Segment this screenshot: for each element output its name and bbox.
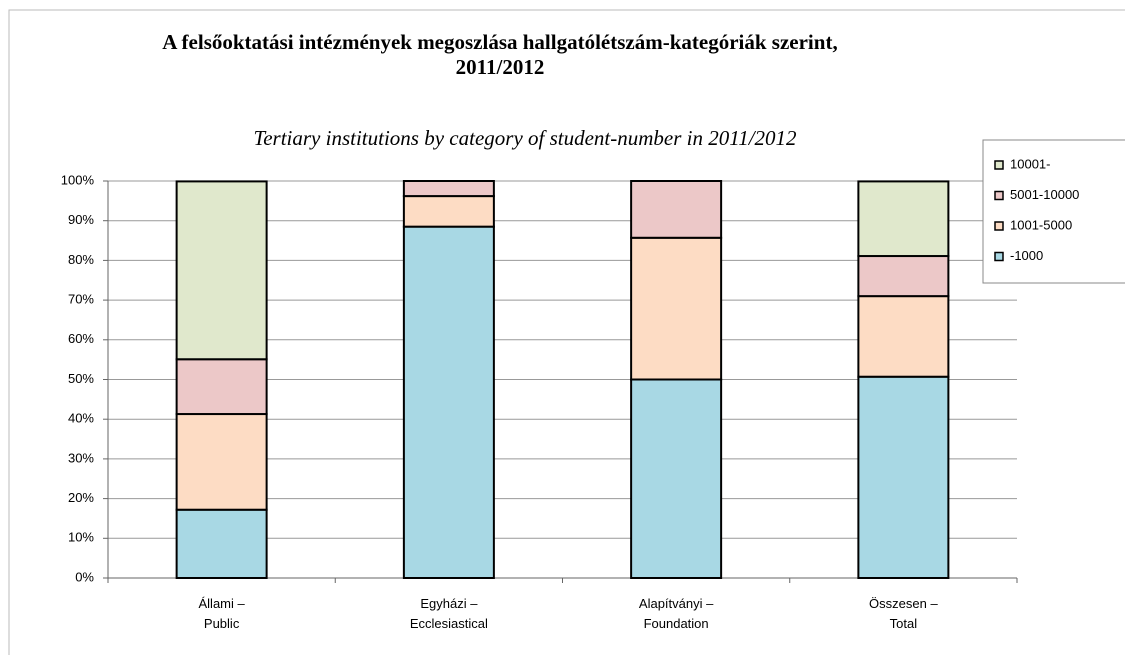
y-tick-label: 50%	[68, 371, 94, 386]
legend-label: 10001-	[1010, 156, 1050, 171]
bar-segment	[175, 413, 268, 511]
chart-title: A felsőoktatási intézmények megoszlása h…	[162, 30, 838, 79]
legend-swatch	[994, 221, 1004, 231]
legend-label: -1000	[1010, 248, 1043, 263]
legend-label: 1001-5000	[1010, 217, 1072, 232]
y-tick-label: 0%	[75, 569, 94, 584]
x-tick-label: Összesen – Total	[869, 596, 938, 631]
bar-segment	[857, 255, 950, 298]
bar-segment	[630, 180, 723, 239]
bar-segment	[857, 295, 950, 378]
bar-segment	[630, 378, 723, 579]
legend-box	[982, 139, 1125, 284]
x-tick-label: Állami – Public	[198, 596, 245, 631]
x-tick-label: Alapítványi – Foundation	[638, 596, 714, 631]
bar-segment	[402, 225, 495, 579]
bar-segment	[175, 508, 268, 579]
legend-swatch	[994, 251, 1004, 262]
bar-segment	[630, 236, 723, 381]
bar-segment	[175, 358, 268, 416]
y-tick-label: 70%	[68, 292, 94, 307]
bar-segment	[175, 180, 268, 361]
y-tick-label: 60%	[68, 331, 94, 346]
chart-subtitle: Tertiary institutions by category of stu…	[253, 126, 797, 150]
y-tick-label: 30%	[68, 450, 94, 465]
x-tick-label: Egyházi – Ecclesiastical	[409, 596, 488, 631]
bar-segment	[402, 180, 495, 198]
legend-swatch	[994, 190, 1004, 201]
legend-label: 5001-10000	[1010, 187, 1079, 202]
y-tick-label: 40%	[68, 411, 94, 426]
legend-swatch	[994, 160, 1004, 170]
y-tick-label: 100%	[61, 172, 95, 187]
y-tick-label: 10%	[68, 530, 94, 545]
y-tick-label: 20%	[68, 490, 94, 505]
chart-frame	[8, 9, 1125, 655]
bar-segment	[402, 195, 495, 228]
bar-segment	[857, 375, 950, 580]
bar-segment	[857, 180, 950, 258]
y-tick-label: 80%	[68, 252, 94, 267]
y-tick-label: 90%	[68, 212, 94, 227]
